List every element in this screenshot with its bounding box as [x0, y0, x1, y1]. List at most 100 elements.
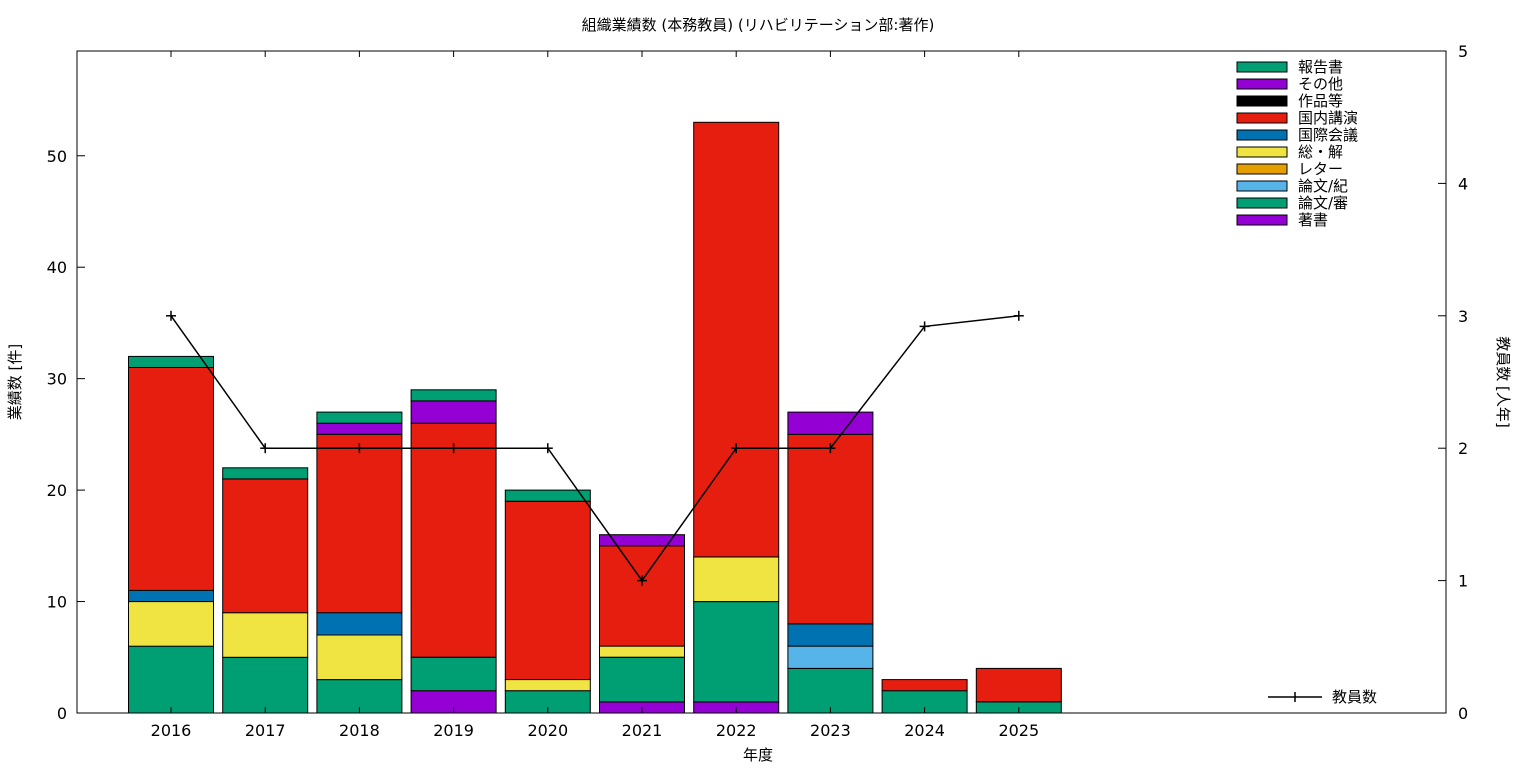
- legend-label: その他: [1298, 75, 1343, 93]
- line-point-2019: [448, 443, 459, 454]
- legend-swatch: [1236, 146, 1288, 158]
- bar-segment-2016-s9: [128, 355, 214, 368]
- bar-segment-2020-s6: [504, 500, 591, 681]
- y2-tick-label: 3: [1458, 307, 1468, 326]
- line-point-2016: [166, 310, 176, 321]
- y2-tick-label: 4: [1458, 174, 1468, 193]
- x-axis-title: 年度: [743, 746, 773, 764]
- y2-tick-label: 5: [1458, 42, 1468, 61]
- bar-segment-2018-s4: [316, 634, 403, 681]
- bar-segment-2023-s2: [787, 645, 874, 669]
- bar-segment-2023-s5: [787, 623, 874, 647]
- x-tick-label: 2019: [433, 721, 474, 740]
- x-tick-label: 2023: [810, 721, 851, 740]
- bar-segment-2023-s1: [787, 667, 874, 714]
- line-point-2017: [260, 443, 271, 454]
- bar-segment-2022-s1: [693, 601, 780, 703]
- bar-segment-2016-s1: [128, 645, 214, 714]
- bar-segment-2019-s9: [410, 389, 497, 402]
- legend-label: 国際会議: [1298, 126, 1358, 144]
- y-tick-label: 0: [57, 704, 67, 723]
- legend-label: レター: [1298, 160, 1343, 178]
- bar-segment-2023-s6: [787, 433, 874, 625]
- x-tick-label: 2024: [904, 721, 945, 740]
- bar-segment-2023-s8: [787, 411, 874, 435]
- bar-segment-2016-s5: [128, 589, 214, 603]
- bar-segment-2021-s1: [599, 656, 685, 703]
- bar-segment-2020-s9: [504, 489, 591, 502]
- bar-segment-2025-s6: [975, 667, 1062, 703]
- y2-tick-label: 1: [1458, 572, 1468, 591]
- y-tick-label: 30: [47, 370, 67, 389]
- bar-segment-2017-s9: [222, 467, 309, 480]
- y-tick-label: 40: [47, 258, 67, 277]
- y2-tick-label: 2: [1458, 439, 1468, 458]
- legend-swatch: [1236, 78, 1288, 90]
- bar-segment-2021-s4: [599, 645, 685, 658]
- y-tick-label: 20: [47, 481, 67, 500]
- x-tick-label: 2025: [998, 721, 1039, 740]
- axes-layer: 0 10 20 30 40 50 0 1 2 3 4 5 2016 2017 2018 2019 2020 202…: [47, 42, 1469, 740]
- legend-swatch: [1236, 95, 1288, 107]
- legend-label: 作品等: [1298, 92, 1343, 110]
- bar-segment-2017-s4: [222, 612, 309, 658]
- legend-line-label: 教員数: [1332, 688, 1377, 706]
- bar-segment-2020-s4: [504, 679, 591, 692]
- line-point-2023: [825, 443, 836, 454]
- bar-segment-2021-s8: [599, 534, 685, 547]
- bar-segment-2018-s6: [316, 433, 403, 614]
- legend-swatch: [1236, 180, 1288, 192]
- legend-label: 著書: [1298, 211, 1328, 229]
- plot-frame: [76, 50, 1447, 714]
- chart-title: 組織業績数 (本務教員) (リハビリテーション部:著作): [582, 16, 935, 34]
- x-tick-label: 2020: [527, 721, 568, 740]
- bars-layer: [128, 121, 1062, 714]
- x-tick-label: 2021: [622, 721, 663, 740]
- line-layer: [166, 310, 1024, 586]
- line-point-2022: [731, 443, 742, 454]
- bar-segment-2021-s6: [599, 545, 685, 647]
- bar-segment-2018-s5: [316, 612, 403, 636]
- legend-label: 総・解: [1298, 143, 1343, 161]
- y2-tick-label: 0: [1458, 704, 1468, 723]
- y2-axis-title: 教員数 [人年]: [1494, 336, 1512, 427]
- y-tick-label: 50: [47, 147, 67, 166]
- bar-segment-2024-s6: [881, 679, 968, 692]
- bar-segment-2019-s1: [410, 656, 497, 692]
- legend-label: 論文/紀: [1298, 177, 1348, 195]
- bar-segment-2016-s6: [128, 367, 214, 591]
- legend-swatch: [1236, 129, 1288, 141]
- line-series-faculty: [170, 315, 1019, 582]
- line-point-2024: [919, 321, 930, 332]
- bar-segment-2018-s8: [316, 422, 403, 435]
- legend-swatch: [1236, 197, 1288, 209]
- bar-segment-2017-s1: [222, 656, 309, 714]
- bar-segment-2019-s8: [410, 400, 497, 424]
- x-tick-label: 2016: [151, 721, 192, 740]
- bar-segment-2017-s6: [222, 478, 309, 614]
- x-tick-label: 2017: [245, 721, 286, 740]
- line-point-2020: [542, 443, 553, 454]
- x-tick-label: 2018: [339, 721, 380, 740]
- bar-segment-2018-s9: [316, 411, 403, 424]
- legend-swatch: [1236, 163, 1288, 175]
- legend-label: 報告書: [1298, 58, 1343, 76]
- legend-swatch: [1236, 214, 1288, 226]
- legend-swatch: [1236, 61, 1288, 73]
- y-axis-title: 業績数 [件]: [6, 344, 24, 420]
- line-point-2025: [1013, 310, 1024, 321]
- line-point-2018: [354, 443, 365, 454]
- legend-label: 国内講演: [1298, 109, 1358, 127]
- bar-segment-2019-s6: [410, 422, 497, 658]
- legend-swatch: [1236, 112, 1288, 124]
- bar-segment-2022-s6: [693, 121, 780, 558]
- legend-label: 論文/審: [1298, 194, 1348, 212]
- bar-segment-2016-s4: [128, 601, 214, 647]
- y-tick-label: 10: [47, 593, 67, 612]
- x-tick-label: 2022: [716, 721, 757, 740]
- line-point-2021: [637, 575, 647, 586]
- bar-segment-2022-s4: [693, 556, 780, 603]
